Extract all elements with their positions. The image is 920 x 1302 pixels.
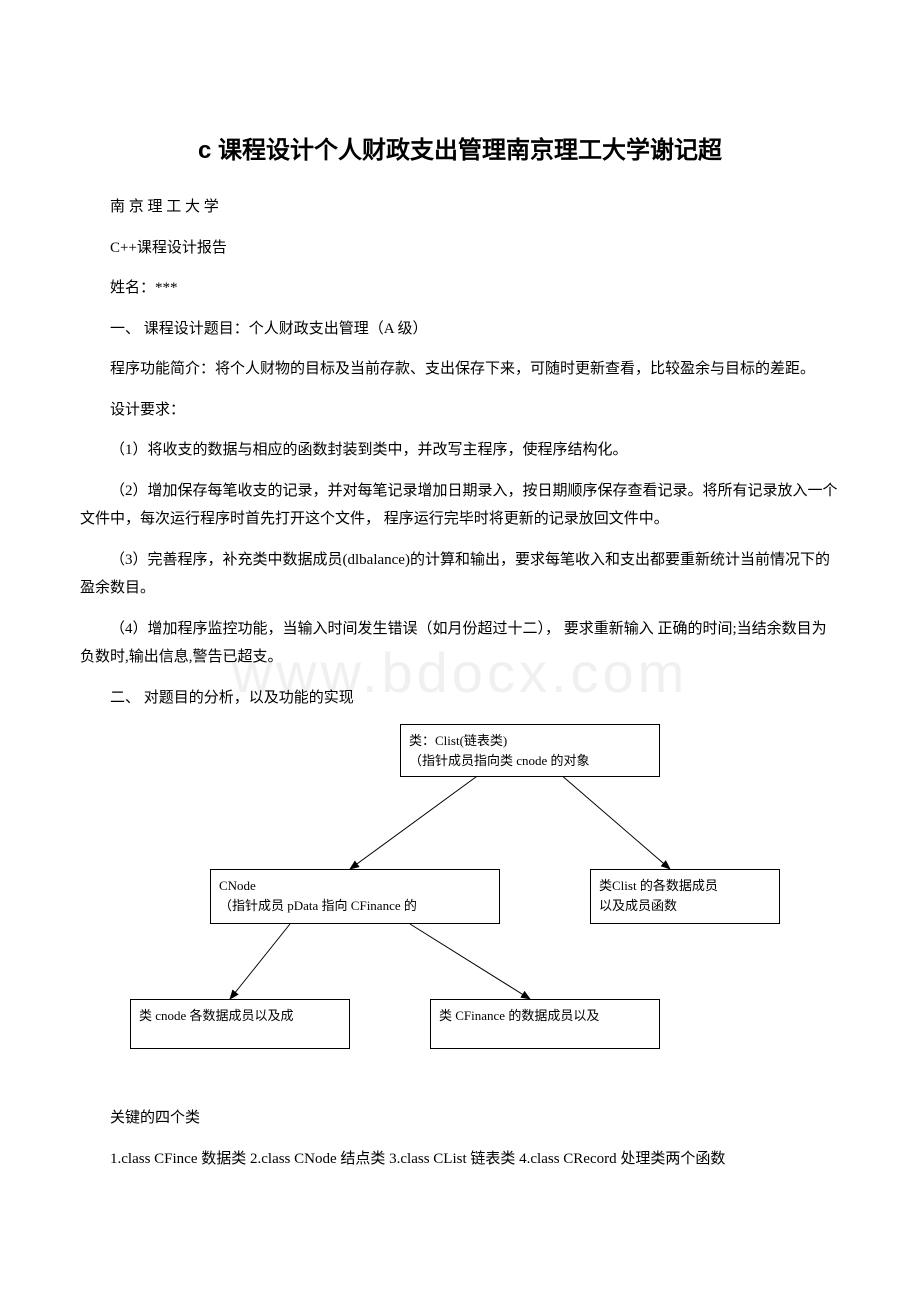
diagram-node-line: 类 CFinance 的数据成员以及 bbox=[439, 1006, 651, 1026]
diagram-edge bbox=[350, 774, 480, 869]
para-name: 姓名：*** bbox=[80, 274, 840, 303]
para-key-classes: 关键的四个类 bbox=[80, 1104, 840, 1133]
document-page: c 课程设计个人财政支出管理南京理工大学谢记超 南 京 理 工 大 学 C++课… bbox=[0, 0, 920, 1225]
diagram-node-n5: 类 CFinance 的数据成员以及 bbox=[430, 999, 660, 1049]
para-class-list: 1.class CFince 数据类 2.class CNode 结点类 3.c… bbox=[80, 1145, 840, 1174]
para-class-list-text: 1.class CFince 数据类 2.class CNode 结点类 3.c… bbox=[80, 1145, 725, 1174]
para-req-heading: 设计要求： bbox=[80, 396, 840, 425]
para-req-4-text: （4）增加程序监控功能，当输入时间发生错误（如月份超过十二）， 要求重新输入 正… bbox=[80, 615, 840, 672]
diagram-node-n3: 类Clist 的各数据成员以及成员函数 bbox=[590, 869, 780, 924]
diagram-node-line: 类Clist 的各数据成员 bbox=[599, 876, 771, 896]
diagram-node-line: 以及成员函数 bbox=[599, 896, 771, 916]
diagram-node-line: 类 cnode 各数据成员以及成 bbox=[139, 1006, 341, 1026]
para-req-2-text: （2）增加保存每笔收支的记录，并对每笔记录增加日期录入，按日期顺序保存查看记录。… bbox=[80, 477, 840, 534]
page-title: c 课程设计个人财政支出管理南京理工大学谢记超 bbox=[80, 130, 840, 165]
para-req-4: （4）增加程序监控功能，当输入时间发生错误（如月份超过十二）， 要求重新输入 正… bbox=[80, 615, 840, 672]
diagram-edge bbox=[560, 774, 670, 869]
para-university: 南 京 理 工 大 学 bbox=[80, 193, 840, 222]
para-req-3: （3）完善程序，补充类中数据成员(dlbalance)的计算和输出，要求每笔收入… bbox=[80, 546, 840, 603]
para-req-2: （2）增加保存每笔收支的记录，并对每笔记录增加日期录入，按日期顺序保存查看记录。… bbox=[80, 477, 840, 534]
para-req-3-text: （3）完善程序，补充类中数据成员(dlbalance)的计算和输出，要求每笔收入… bbox=[80, 546, 840, 603]
diagram-node-n2: CNode（指针成员 pData 指向 CFinance 的 bbox=[210, 869, 500, 924]
diagram-edge bbox=[230, 924, 290, 999]
diagram-node-line: （指针成员 pData 指向 CFinance 的 bbox=[219, 896, 491, 916]
para-section-2-heading: 二、 对题目的分析，以及功能的实现 bbox=[80, 684, 840, 713]
diagram-node-line: CNode bbox=[219, 876, 491, 896]
diagram-edge bbox=[410, 924, 530, 999]
para-req-1: （1）将收支的数据与相应的函数封装到类中，并改写主程序，使程序结构化。 bbox=[80, 436, 840, 465]
diagram-node-n4: 类 cnode 各数据成员以及成 bbox=[130, 999, 350, 1049]
diagram-node-line: 类：Clist(链表类) bbox=[409, 731, 651, 751]
para-section-1-heading: 一、 课程设计题目：个人财政支出管理（A 级） bbox=[80, 315, 840, 344]
diagram-node-n1: 类：Clist(链表类)（指针成员指向类 cnode 的对象 bbox=[400, 724, 660, 777]
para-report-type: C++课程设计报告 bbox=[80, 234, 840, 263]
diagram-node-line: （指针成员指向类 cnode 的对象 bbox=[409, 751, 651, 771]
para-intro-text: 程序功能简介：将个人财物的目标及当前存款、支出保存下来，可随时更新查看，比较盈余… bbox=[80, 355, 815, 384]
class-diagram: 类：Clist(链表类)（指针成员指向类 cnode 的对象CNode（指针成员… bbox=[110, 724, 810, 1084]
para-intro: 程序功能简介：将个人财物的目标及当前存款、支出保存下来，可随时更新查看，比较盈余… bbox=[80, 355, 840, 384]
